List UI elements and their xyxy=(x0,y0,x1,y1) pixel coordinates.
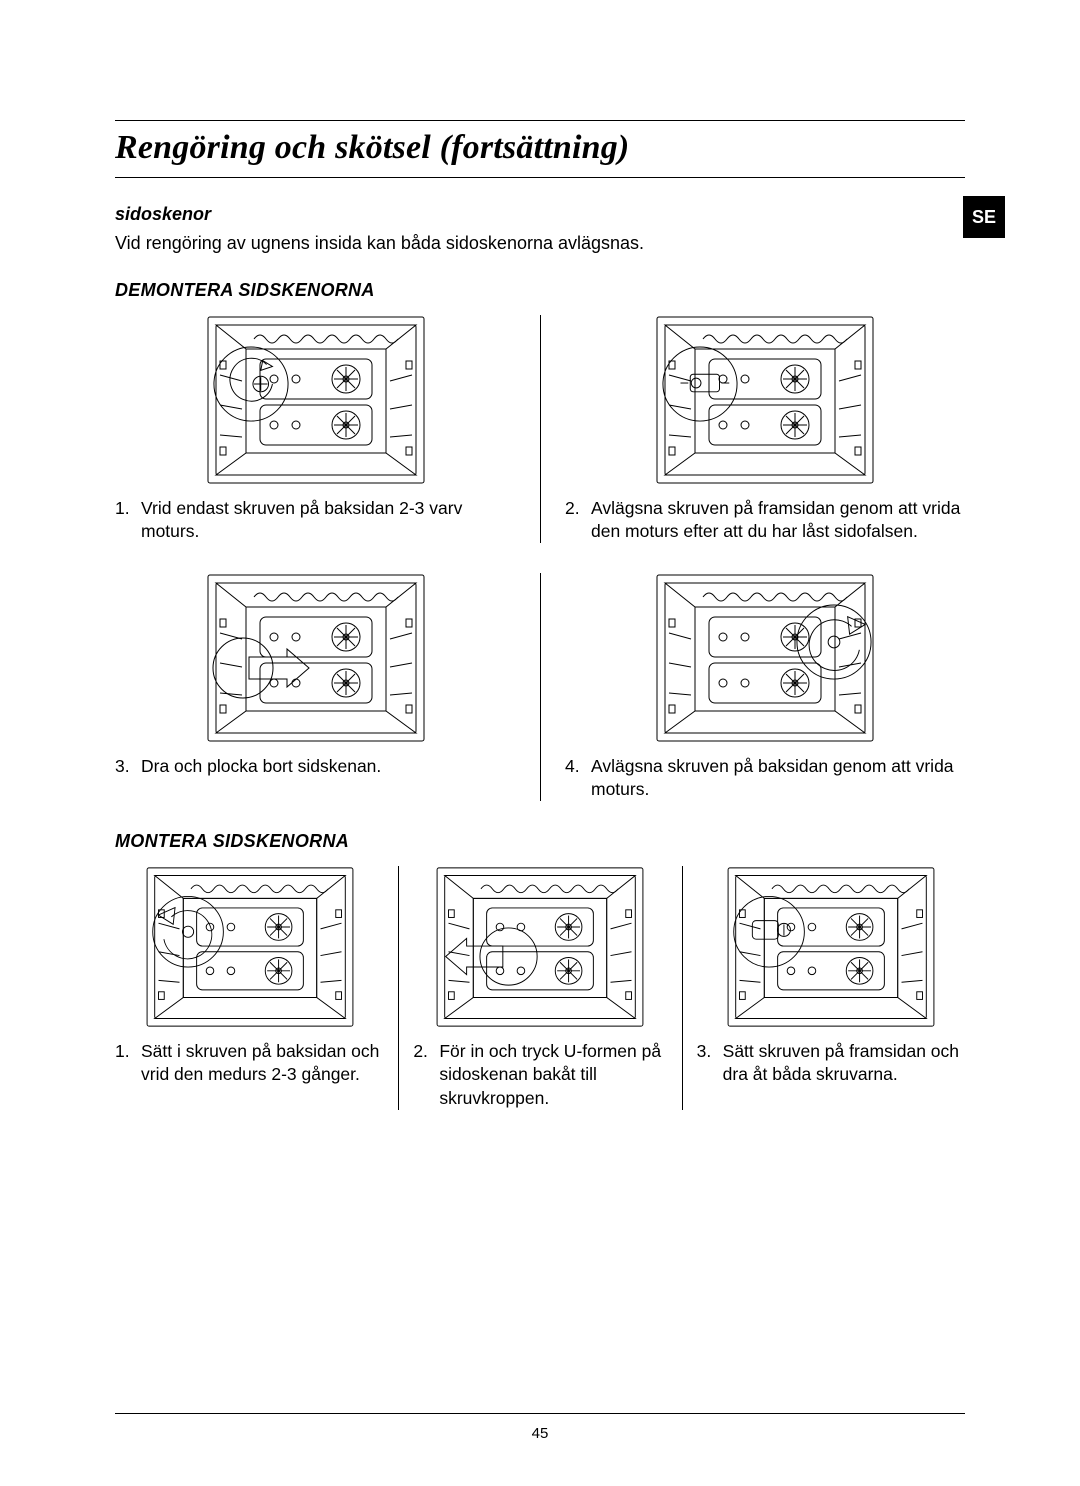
montera-step-3: 3. Sätt skruven på framsidan och dra åt … xyxy=(682,866,965,1109)
demontera-row-2: 3. Dra och plocka bort sidskenan. 4. Avl… xyxy=(115,573,965,801)
step-text: Vrid endast skruven på baksidan 2-3 varv… xyxy=(141,497,516,543)
oven-figure-6 xyxy=(435,866,645,1028)
step-number: 2. xyxy=(565,497,591,543)
step-number: 1. xyxy=(115,497,141,543)
step-text: Sätt i skruven på baksidan och vrid den … xyxy=(141,1040,384,1086)
heading-demontera: DEMONTERA SIDSKENORNA xyxy=(115,280,965,301)
step-text: Sätt skruven på framsidan och dra åt båd… xyxy=(723,1040,965,1086)
demontera-step-3: 3. Dra och plocka bort sidskenan. xyxy=(115,573,540,801)
montera-row: 1. Sätt i skruven på baksidan och vrid d… xyxy=(115,866,965,1109)
page-number: 45 xyxy=(0,1425,1080,1442)
subheading-sidoskenor: sidoskenor xyxy=(115,204,965,225)
step-number: 4. xyxy=(565,755,591,801)
step-text: Dra och plocka bort sidskenan. xyxy=(141,755,516,778)
oven-figure-5 xyxy=(145,866,355,1028)
footer-rule xyxy=(115,1413,965,1414)
step-text: Avlägsna skruven på framsidan genom att … xyxy=(591,497,965,543)
montera-step-2: 2. För in och tryck U-formen på sidosken… xyxy=(398,866,681,1109)
step-text: För in och tryck U-formen på sidoskenan … xyxy=(439,1040,667,1109)
oven-figure-1 xyxy=(206,315,426,485)
oven-figure-3 xyxy=(206,573,426,743)
demontera-step-1: 1. Vrid endast skruven på baksidan 2-3 v… xyxy=(115,315,540,543)
step-number: 3. xyxy=(697,1040,723,1086)
step-number: 3. xyxy=(115,755,141,778)
step-number: 2. xyxy=(413,1040,439,1109)
demontera-step-4: 4. Avlägsna skruven på baksidan genom at… xyxy=(540,573,965,801)
language-badge: SE xyxy=(963,196,1005,238)
montera-step-1: 1. Sätt i skruven på baksidan och vrid d… xyxy=(115,866,398,1109)
oven-figure-4 xyxy=(655,573,875,743)
oven-figure-7 xyxy=(726,866,936,1028)
oven-figure-2 xyxy=(655,315,875,485)
demontera-step-2: 2. Avlägsna skruven på framsidan genom a… xyxy=(540,315,965,543)
step-text: Avlägsna skruven på baksidan genom att v… xyxy=(591,755,965,801)
step-number: 1. xyxy=(115,1040,141,1086)
heading-montera: MONTERA SIDSKENORNA xyxy=(115,831,965,852)
page-title-bar: Rengöring och skötsel (fortsättning) xyxy=(115,120,965,178)
page-title: Rengöring och skötsel (fortsättning) xyxy=(115,129,965,167)
intro-text: Vid rengöring av ugnens insida kan båda … xyxy=(115,233,965,254)
demontera-row-1: 1. Vrid endast skruven på baksidan 2-3 v… xyxy=(115,315,965,543)
